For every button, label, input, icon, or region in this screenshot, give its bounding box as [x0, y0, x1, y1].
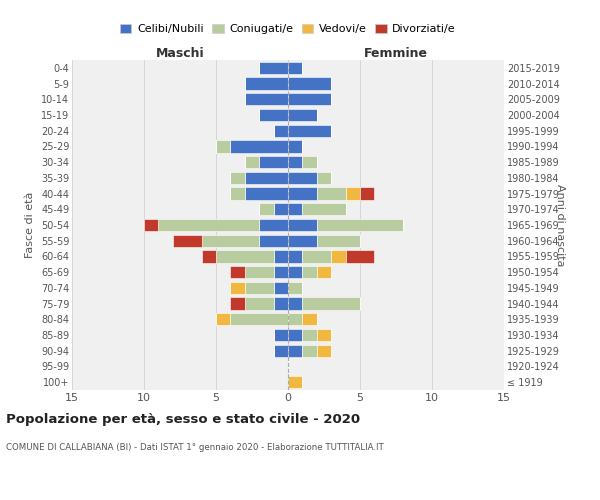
- Bar: [245, 266, 274, 278]
- Text: Popolazione per età, sesso e stato civile - 2020: Popolazione per età, sesso e stato civil…: [6, 412, 360, 426]
- Bar: [216, 250, 274, 262]
- Bar: [288, 329, 302, 341]
- Bar: [288, 298, 302, 310]
- Bar: [245, 282, 274, 294]
- Bar: [288, 219, 317, 231]
- Bar: [288, 124, 331, 137]
- Bar: [317, 234, 360, 247]
- Bar: [230, 266, 245, 278]
- Bar: [216, 313, 230, 326]
- Bar: [317, 188, 346, 200]
- Bar: [230, 188, 245, 200]
- Bar: [202, 250, 216, 262]
- Bar: [288, 109, 317, 121]
- Bar: [346, 250, 374, 262]
- Bar: [288, 172, 317, 184]
- Bar: [259, 203, 274, 215]
- Bar: [230, 282, 245, 294]
- Y-axis label: Fasce di età: Fasce di età: [25, 192, 35, 258]
- Bar: [302, 250, 331, 262]
- Bar: [288, 313, 302, 326]
- Bar: [245, 298, 274, 310]
- Bar: [259, 62, 288, 74]
- Bar: [216, 140, 230, 152]
- Bar: [288, 140, 302, 152]
- Text: Maschi: Maschi: [155, 47, 205, 60]
- Bar: [144, 219, 158, 231]
- Bar: [230, 298, 245, 310]
- Bar: [346, 188, 360, 200]
- Bar: [288, 266, 302, 278]
- Bar: [259, 234, 288, 247]
- Bar: [317, 219, 403, 231]
- Bar: [302, 329, 317, 341]
- Bar: [230, 140, 288, 152]
- Bar: [302, 156, 317, 168]
- Bar: [274, 329, 288, 341]
- Bar: [245, 172, 288, 184]
- Bar: [317, 329, 331, 341]
- Bar: [274, 124, 288, 137]
- Bar: [274, 203, 288, 215]
- Bar: [288, 344, 302, 357]
- Y-axis label: Anni di nascita: Anni di nascita: [555, 184, 565, 266]
- Bar: [302, 266, 317, 278]
- Bar: [288, 203, 302, 215]
- Bar: [245, 93, 288, 106]
- Bar: [259, 156, 288, 168]
- Bar: [158, 219, 259, 231]
- Bar: [274, 250, 288, 262]
- Bar: [173, 234, 202, 247]
- Bar: [302, 313, 317, 326]
- Bar: [274, 266, 288, 278]
- Bar: [245, 188, 288, 200]
- Bar: [288, 93, 331, 106]
- Bar: [288, 250, 302, 262]
- Bar: [202, 234, 259, 247]
- Bar: [288, 156, 302, 168]
- Text: Femmine: Femmine: [364, 47, 428, 60]
- Bar: [288, 234, 317, 247]
- Bar: [259, 219, 288, 231]
- Text: COMUNE DI CALLABIANA (BI) - Dati ISTAT 1° gennaio 2020 - Elaborazione TUTTITALIA: COMUNE DI CALLABIANA (BI) - Dati ISTAT 1…: [6, 442, 384, 452]
- Bar: [331, 250, 346, 262]
- Bar: [259, 109, 288, 121]
- Bar: [288, 62, 302, 74]
- Legend: Celibi/Nubili, Coniugati/e, Vedovi/e, Divorziati/e: Celibi/Nubili, Coniugati/e, Vedovi/e, Di…: [116, 20, 460, 38]
- Bar: [245, 156, 259, 168]
- Bar: [274, 344, 288, 357]
- Bar: [317, 172, 331, 184]
- Bar: [245, 78, 288, 90]
- Bar: [230, 172, 245, 184]
- Bar: [302, 203, 346, 215]
- Bar: [317, 344, 331, 357]
- Bar: [288, 376, 302, 388]
- Bar: [274, 282, 288, 294]
- Bar: [288, 78, 331, 90]
- Bar: [317, 266, 331, 278]
- Bar: [302, 344, 317, 357]
- Bar: [288, 188, 317, 200]
- Bar: [288, 282, 302, 294]
- Bar: [230, 313, 288, 326]
- Bar: [302, 298, 360, 310]
- Bar: [360, 188, 374, 200]
- Bar: [274, 298, 288, 310]
